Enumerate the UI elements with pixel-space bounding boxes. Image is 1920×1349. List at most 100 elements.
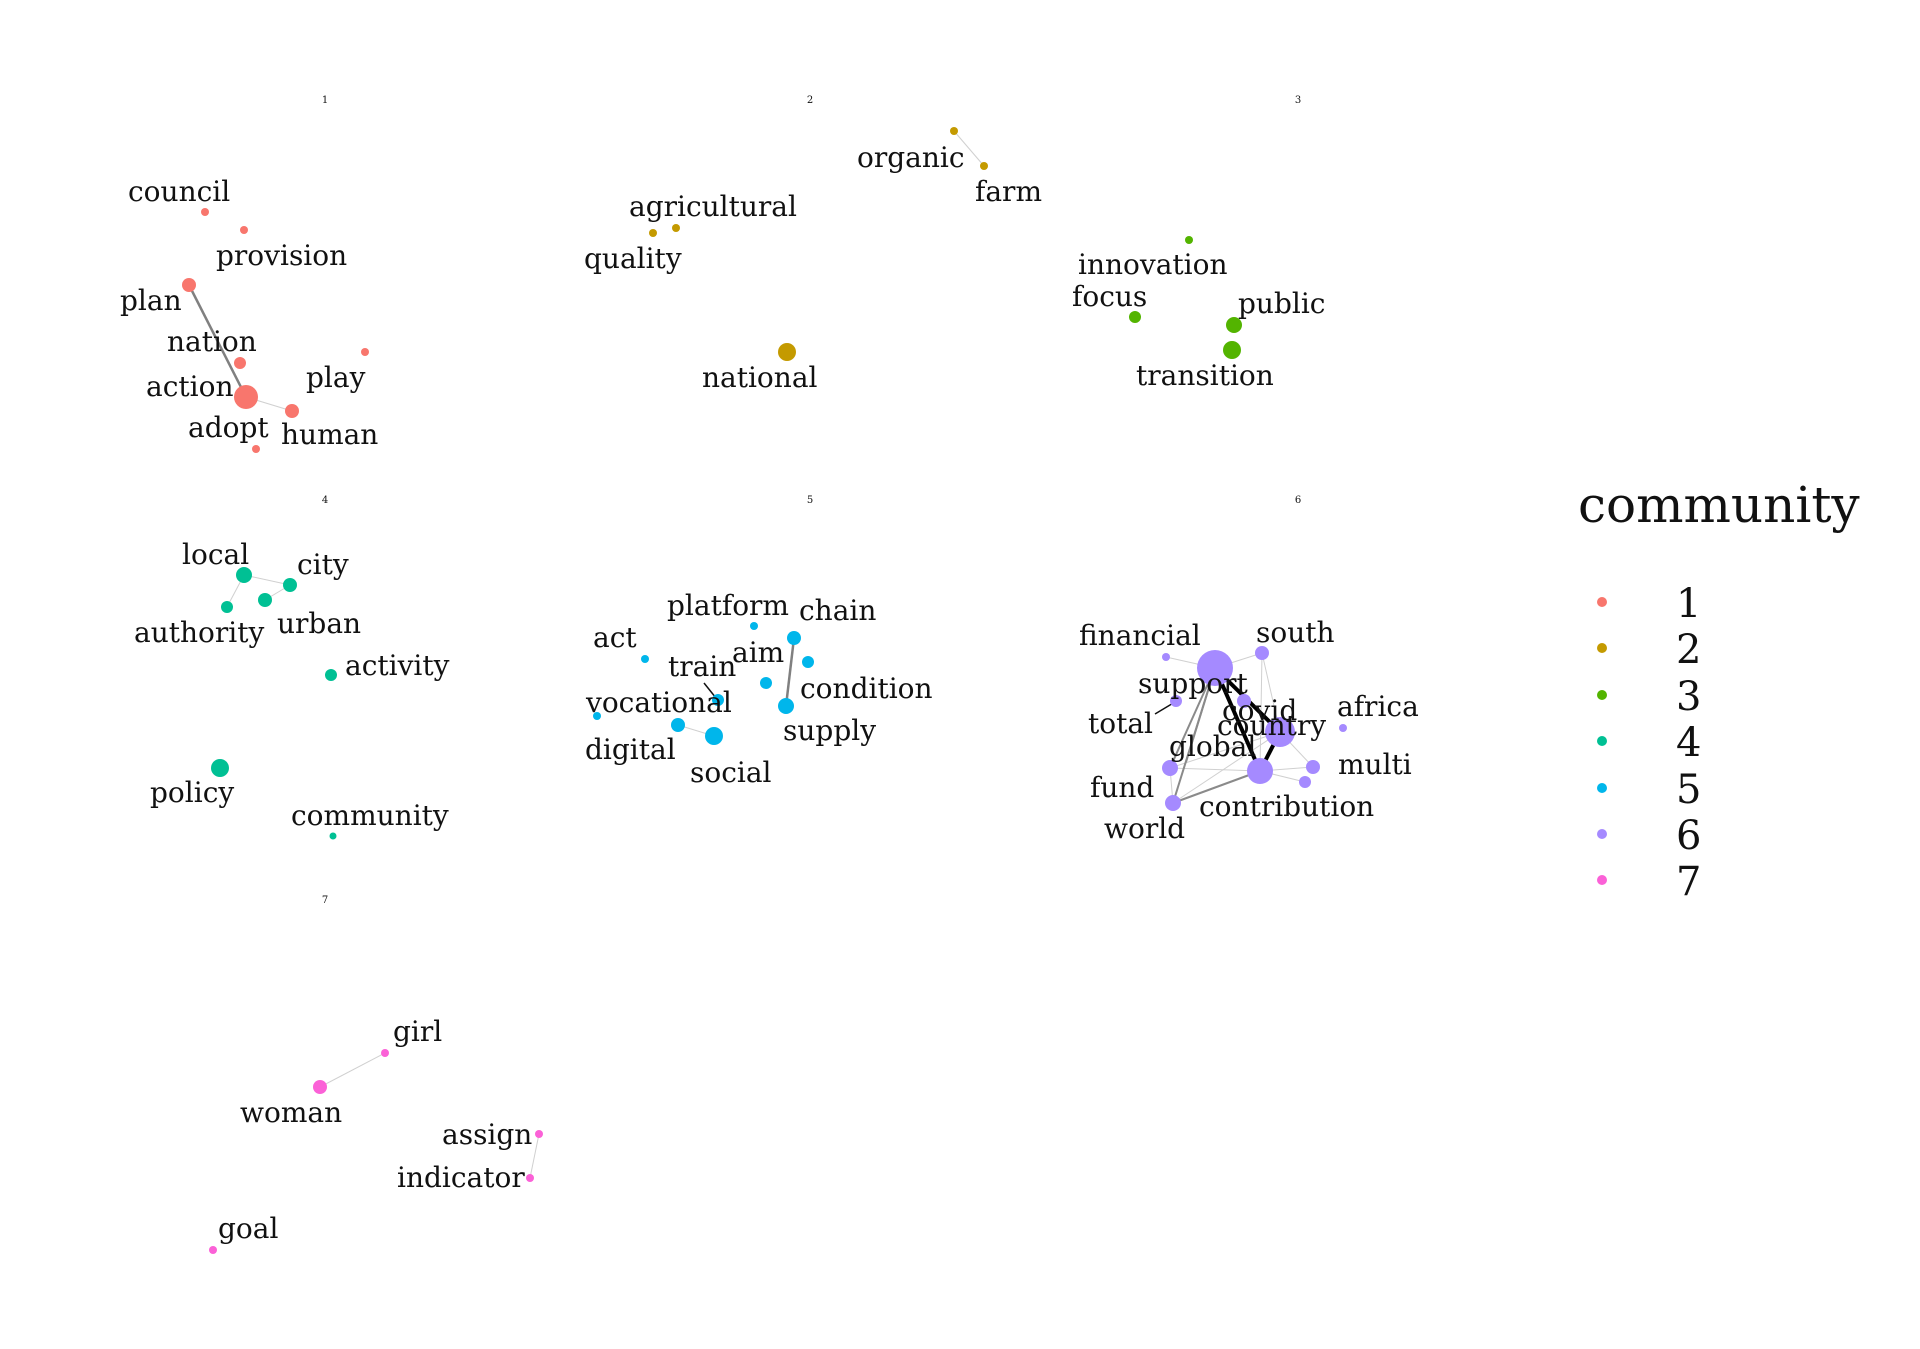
panel-title: 1 [322, 95, 328, 106]
legend-swatch [1597, 783, 1607, 793]
node-label-action: action [146, 370, 233, 403]
node-woman [313, 1080, 327, 1094]
node-label-plan: plan [120, 284, 182, 317]
node-label-assign: assign [442, 1118, 532, 1151]
edge-organic-farm [953, 130, 985, 167]
panel-community-6: 6 [1079, 495, 1419, 845]
node-play [361, 348, 369, 356]
node-label-covid: covid [1222, 694, 1297, 727]
node-nation [234, 357, 246, 369]
node-label-aim: aim [732, 636, 784, 669]
legend-swatch [1597, 690, 1607, 700]
node-label-focus: focus [1072, 280, 1147, 313]
panel-community-5: 5 platform chain act aim train condition… [585, 495, 933, 789]
node-activity [325, 669, 337, 681]
node-vocational [593, 712, 601, 720]
node-label-woman: woman [240, 1096, 342, 1129]
node-south [1255, 646, 1269, 660]
node-organic [950, 127, 958, 135]
node-assign [535, 1130, 543, 1138]
node-multi2 [1299, 776, 1311, 788]
node-digital [671, 718, 685, 732]
edge-fund-contribution [1169, 767, 1261, 772]
node-indicator [526, 1174, 534, 1182]
legend-item-6: 6 [1597, 813, 1701, 859]
legend-label: 4 [1676, 720, 1701, 766]
edge-chain-supply [784, 637, 796, 707]
node-label-local: local [182, 538, 249, 571]
node-act [641, 655, 649, 663]
node-action [234, 385, 258, 409]
legend-swatch [1597, 875, 1607, 885]
node-agricultural [672, 224, 680, 232]
node-label-quality: quality [584, 242, 682, 275]
node-policy [211, 759, 229, 777]
node-label-financial: financial [1079, 619, 1201, 652]
node-supply [778, 698, 794, 714]
panel-title: 4 [322, 495, 328, 506]
node-label-social: social [690, 756, 772, 789]
node-label-africa: africa [1337, 690, 1419, 723]
legend-item-5: 5 [1597, 767, 1701, 813]
node-label-girl: girl [393, 1015, 442, 1048]
legend-label: 6 [1676, 813, 1701, 859]
node-label-global: global [1169, 730, 1256, 763]
node-label-activity: activity [345, 649, 450, 682]
node-label-south: south [1256, 616, 1335, 649]
panel-community-1: 1 council provision plan nation action p… [120, 95, 378, 453]
node-fund [1162, 760, 1178, 776]
node-label-platform: platform [667, 589, 789, 622]
node-urban [258, 593, 272, 607]
node-goal [209, 1246, 217, 1254]
legend-item-3: 3 [1597, 674, 1701, 720]
node-country [1265, 717, 1295, 747]
node-transition [1223, 341, 1241, 359]
legend-title: community [1578, 476, 1860, 534]
node-label-innovation: innovation [1078, 248, 1228, 281]
node-label-chain: chain [799, 594, 876, 627]
node-multi [1306, 760, 1320, 774]
legend-swatch [1597, 643, 1607, 653]
node-label-multi: multi [1338, 748, 1412, 781]
node-covid [1237, 694, 1251, 708]
legend-item-7: 7 [1597, 859, 1701, 905]
node-public [1226, 317, 1242, 333]
node-world [1165, 795, 1181, 811]
node-label-supply: supply [783, 714, 876, 747]
node-community [329, 832, 337, 840]
edge-support-contribution [1213, 667, 1262, 772]
legend-label: 1 [1676, 581, 1701, 627]
panel-community-2: 2 organic farm agricultural quality nati… [584, 95, 1042, 394]
edge-world-contribution [1172, 770, 1261, 804]
edge-support-fund [1169, 667, 1216, 769]
edge-assign-indicator [529, 1133, 540, 1179]
node-city [283, 578, 297, 592]
node-aim [760, 677, 772, 689]
panel-community-4: 4 local city authority urban activity po… [134, 495, 450, 840]
node-label-farm: farm [975, 175, 1042, 208]
node-label-urban: urban [277, 607, 361, 640]
node-label-country: country [1217, 709, 1326, 742]
node-local [236, 567, 252, 583]
panel-title: 6 [1295, 495, 1301, 506]
node-national [778, 343, 796, 361]
node-label-world: world [1104, 812, 1185, 845]
node-human [285, 404, 299, 418]
node-label-community: community [291, 799, 449, 832]
node-label-public: public [1238, 287, 1325, 320]
node-adopt [252, 445, 260, 453]
node-quality [649, 229, 657, 237]
node-social [705, 727, 723, 745]
panel-title: 7 [322, 895, 328, 906]
node-label-transition: transition [1136, 359, 1274, 392]
node-label-authority: authority [134, 616, 264, 649]
node-total [1170, 695, 1182, 707]
node-focus [1129, 311, 1141, 323]
legend-item-4: 4 [1597, 720, 1701, 766]
legend-swatch [1597, 829, 1607, 839]
legend-swatch [1597, 736, 1607, 746]
node-label-train: train [668, 650, 736, 683]
node-girl [381, 1049, 389, 1057]
node-train [712, 694, 724, 706]
